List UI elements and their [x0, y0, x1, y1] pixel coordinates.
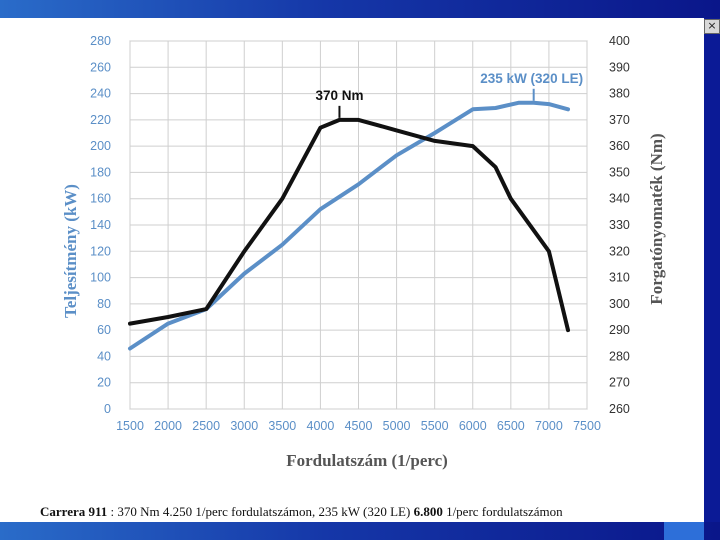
- y-left-tick-label: 260: [90, 60, 111, 74]
- torque-series-line: [128, 117, 570, 333]
- x-tick-label: 2000: [154, 419, 182, 433]
- caption-tail: 1/perc fordulatszámon: [442, 504, 563, 519]
- top-title-bar: [0, 0, 720, 18]
- x-axis-label: Fordulatszám (1/perc): [286, 451, 448, 470]
- torque-annotation-label: 370 Nm: [315, 88, 363, 103]
- y-right-tick-label: 330: [609, 218, 630, 232]
- y-right-tick-label: 290: [609, 323, 630, 337]
- caption-model: Carrera 911: [40, 504, 108, 519]
- y-right-tick-label: 280: [609, 349, 630, 363]
- y-axis-right-label: Forgatónyomaték (Nm): [647, 133, 666, 304]
- y-left-tick-label: 160: [90, 192, 111, 206]
- x-tick-label: 6000: [459, 419, 487, 433]
- x-tick-label: 7000: [535, 419, 563, 433]
- y-left-tick-label: 40: [97, 349, 111, 363]
- y-axis-left-label: Teljesítmény (kW): [61, 184, 80, 318]
- x-tick-label: 2500: [192, 419, 220, 433]
- y-right-tick-label: 400: [609, 34, 630, 48]
- bottom-bar: [0, 522, 720, 540]
- axis-ticks: 1500 2000 2500 3000 3500 4000 4500 5000 5500 6000…: [90, 34, 630, 433]
- x-tick-label: 4500: [345, 419, 373, 433]
- y-right-tick-label: 380: [609, 87, 630, 101]
- y-right-tick-label: 320: [609, 244, 630, 258]
- y-right-tick-label: 270: [609, 376, 630, 390]
- caption-text: : 370 Nm 4.250 1/perc fordulatszámon, 23…: [107, 504, 414, 519]
- x-tick-label: 4000: [307, 419, 335, 433]
- x-tick-label: 3500: [268, 419, 296, 433]
- slide-content: 1500 2000 2500 3000 3500 4000 4500 5000 5500 6000…: [0, 18, 704, 522]
- right-sidebar: [704, 18, 720, 522]
- y-right-tick-label: 260: [609, 402, 630, 416]
- y-left-tick-label: 60: [97, 323, 111, 337]
- y-right-tick-label: 390: [609, 60, 630, 74]
- y-left-tick-label: 240: [90, 87, 111, 101]
- x-tick-label: 3000: [230, 419, 258, 433]
- y-right-tick-label: 360: [609, 139, 630, 153]
- y-left-tick-label: 100: [90, 271, 111, 285]
- y-left-tick-label: 200: [90, 139, 111, 153]
- close-icon[interactable]: ×: [704, 19, 720, 34]
- x-tick-label: 5000: [383, 419, 411, 433]
- caption: Carrera 911 : 370 Nm 4.250 1/perc fordul…: [40, 504, 704, 520]
- bottom-slide-indicator: [664, 520, 704, 540]
- chart-annotations: 370 Nm 235 kW (320 LE): [315, 71, 583, 118]
- chart-series: [128, 100, 570, 351]
- x-tick-label: 1500: [116, 419, 144, 433]
- y-left-tick-label: 20: [97, 376, 111, 390]
- x-tick-label: 7500: [573, 419, 601, 433]
- caption-rpm: 6.800: [413, 504, 443, 519]
- y-left-tick-label: 120: [90, 244, 111, 258]
- y-right-tick-label: 350: [609, 165, 630, 179]
- x-tick-label: 6500: [497, 419, 525, 433]
- power-series-line: [128, 100, 570, 351]
- torque-power-chart: 1500 2000 2500 3000 3500 4000 4500 5000 5500 6000…: [61, 34, 666, 470]
- y-right-tick-label: 300: [609, 297, 630, 311]
- y-left-tick-label: 280: [90, 34, 111, 48]
- y-right-tick-label: 340: [609, 192, 630, 206]
- y-right-tick-label: 310: [609, 271, 630, 285]
- y-left-tick-label: 80: [97, 297, 111, 311]
- x-tick-label: 5500: [421, 419, 449, 433]
- y-right-tick-label: 370: [609, 113, 630, 127]
- y-left-tick-label: 140: [90, 218, 111, 232]
- power-annotation-label: 235 kW (320 LE): [480, 71, 583, 86]
- y-left-tick-label: 180: [90, 165, 111, 179]
- y-left-tick-label: 220: [90, 113, 111, 127]
- y-left-tick-label: 0: [104, 402, 111, 416]
